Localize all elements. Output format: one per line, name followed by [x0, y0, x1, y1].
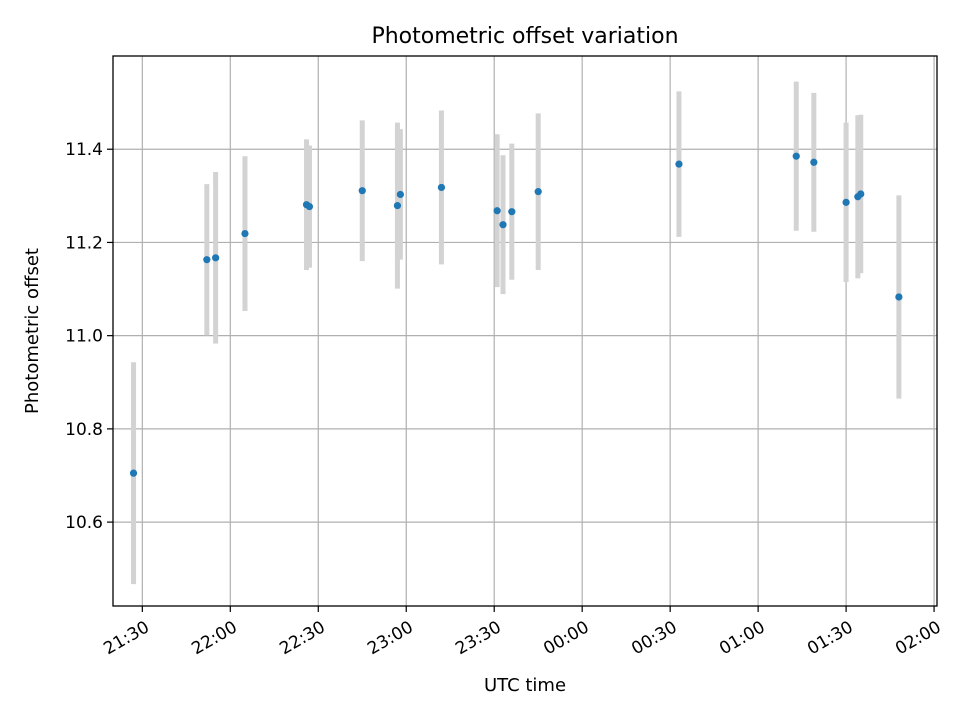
data-points — [129, 152, 903, 477]
data-point — [437, 183, 446, 192]
data-point — [203, 256, 211, 264]
chart-title: Photometric offset variation — [371, 24, 678, 49]
data-point — [675, 160, 683, 168]
x-axis-label: UTC time — [484, 675, 566, 696]
data-point — [129, 469, 138, 477]
data-point — [358, 187, 366, 195]
y-axis-label: Photometric offset — [22, 248, 43, 414]
data-point — [499, 221, 507, 229]
y-tick-label: 11.0 — [65, 327, 103, 347]
y-tick-label: 11.2 — [65, 233, 103, 253]
data-point — [508, 208, 516, 216]
y-tick-label: 10.8 — [65, 420, 103, 440]
data-point — [393, 202, 402, 210]
y-axis-ticks: 10.6 10.8 11.0 11.2 11.4 — [65, 140, 113, 533]
y-tick-label: 11.4 — [65, 140, 103, 160]
data-point — [810, 158, 818, 166]
data-point — [534, 188, 542, 196]
data-point — [493, 207, 501, 215]
data-point — [396, 190, 404, 199]
data-point — [305, 202, 314, 211]
data-point — [241, 229, 249, 238]
data-point — [212, 254, 220, 262]
data-point — [792, 152, 800, 160]
data-point — [857, 190, 865, 198]
plot-frame — [112, 55, 938, 607]
y-tick-label: 10.6 — [65, 513, 103, 533]
data-point — [895, 293, 903, 301]
data-point — [842, 198, 850, 206]
